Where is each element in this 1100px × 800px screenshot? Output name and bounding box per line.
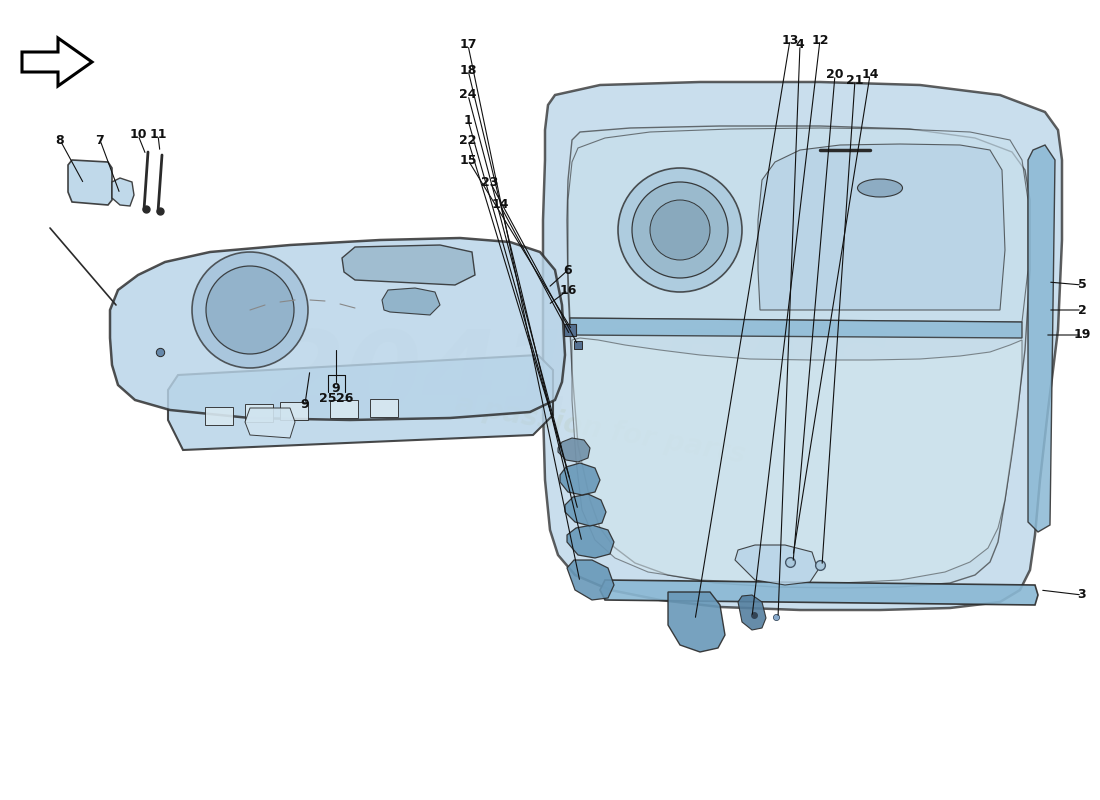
- Text: 17: 17: [460, 38, 476, 51]
- Text: 5: 5: [1078, 278, 1087, 291]
- Circle shape: [192, 252, 308, 368]
- Text: 6: 6: [563, 263, 572, 277]
- Text: 2: 2: [1078, 303, 1087, 317]
- Text: 4: 4: [795, 38, 804, 51]
- Text: 13: 13: [781, 34, 799, 46]
- Polygon shape: [570, 318, 1022, 338]
- Polygon shape: [342, 245, 475, 285]
- Circle shape: [206, 266, 294, 354]
- Text: 23: 23: [482, 175, 498, 189]
- Text: 20: 20: [826, 69, 844, 82]
- Text: 9: 9: [300, 398, 309, 410]
- Text: 2041SPAS: 2041SPAS: [266, 326, 893, 434]
- Text: 25: 25: [319, 391, 337, 405]
- Polygon shape: [112, 178, 134, 206]
- Text: 10: 10: [130, 129, 146, 142]
- Polygon shape: [735, 545, 818, 585]
- Polygon shape: [566, 525, 614, 558]
- Polygon shape: [560, 463, 600, 495]
- Text: 21: 21: [846, 74, 864, 86]
- Polygon shape: [566, 126, 1030, 588]
- Bar: [370, 399, 398, 417]
- Bar: [330, 400, 358, 418]
- Bar: [205, 407, 233, 425]
- Circle shape: [650, 200, 710, 260]
- Polygon shape: [558, 438, 590, 462]
- Text: 8: 8: [56, 134, 64, 146]
- Polygon shape: [1028, 145, 1055, 532]
- Polygon shape: [566, 560, 614, 600]
- Polygon shape: [168, 355, 553, 450]
- Circle shape: [618, 168, 742, 292]
- Ellipse shape: [858, 179, 902, 197]
- Polygon shape: [758, 144, 1005, 310]
- Text: 9: 9: [332, 382, 340, 394]
- Bar: [280, 402, 308, 420]
- Circle shape: [632, 182, 728, 278]
- Polygon shape: [572, 338, 1022, 583]
- Polygon shape: [600, 580, 1038, 605]
- Polygon shape: [245, 408, 295, 438]
- Text: 22: 22: [460, 134, 476, 146]
- Text: 14: 14: [492, 198, 508, 211]
- Text: 12: 12: [812, 34, 828, 46]
- Text: 15: 15: [460, 154, 476, 166]
- Polygon shape: [68, 160, 112, 205]
- Text: 7: 7: [96, 134, 104, 146]
- Polygon shape: [568, 128, 1028, 322]
- Text: 16: 16: [559, 283, 576, 297]
- Text: 18: 18: [460, 63, 476, 77]
- Text: 3: 3: [1078, 589, 1087, 602]
- Text: 24: 24: [460, 89, 476, 102]
- Text: 14: 14: [861, 69, 879, 82]
- Polygon shape: [382, 288, 440, 315]
- Text: 1: 1: [463, 114, 472, 126]
- Polygon shape: [738, 595, 766, 630]
- Text: 26: 26: [337, 391, 354, 405]
- Polygon shape: [543, 82, 1062, 610]
- Polygon shape: [22, 38, 92, 86]
- Text: 11: 11: [150, 129, 167, 142]
- Polygon shape: [668, 592, 725, 652]
- Polygon shape: [565, 494, 606, 526]
- Text: a passion for parts: a passion for parts: [452, 390, 747, 470]
- Bar: [245, 404, 273, 422]
- Polygon shape: [110, 238, 565, 420]
- Text: 19: 19: [1074, 329, 1091, 342]
